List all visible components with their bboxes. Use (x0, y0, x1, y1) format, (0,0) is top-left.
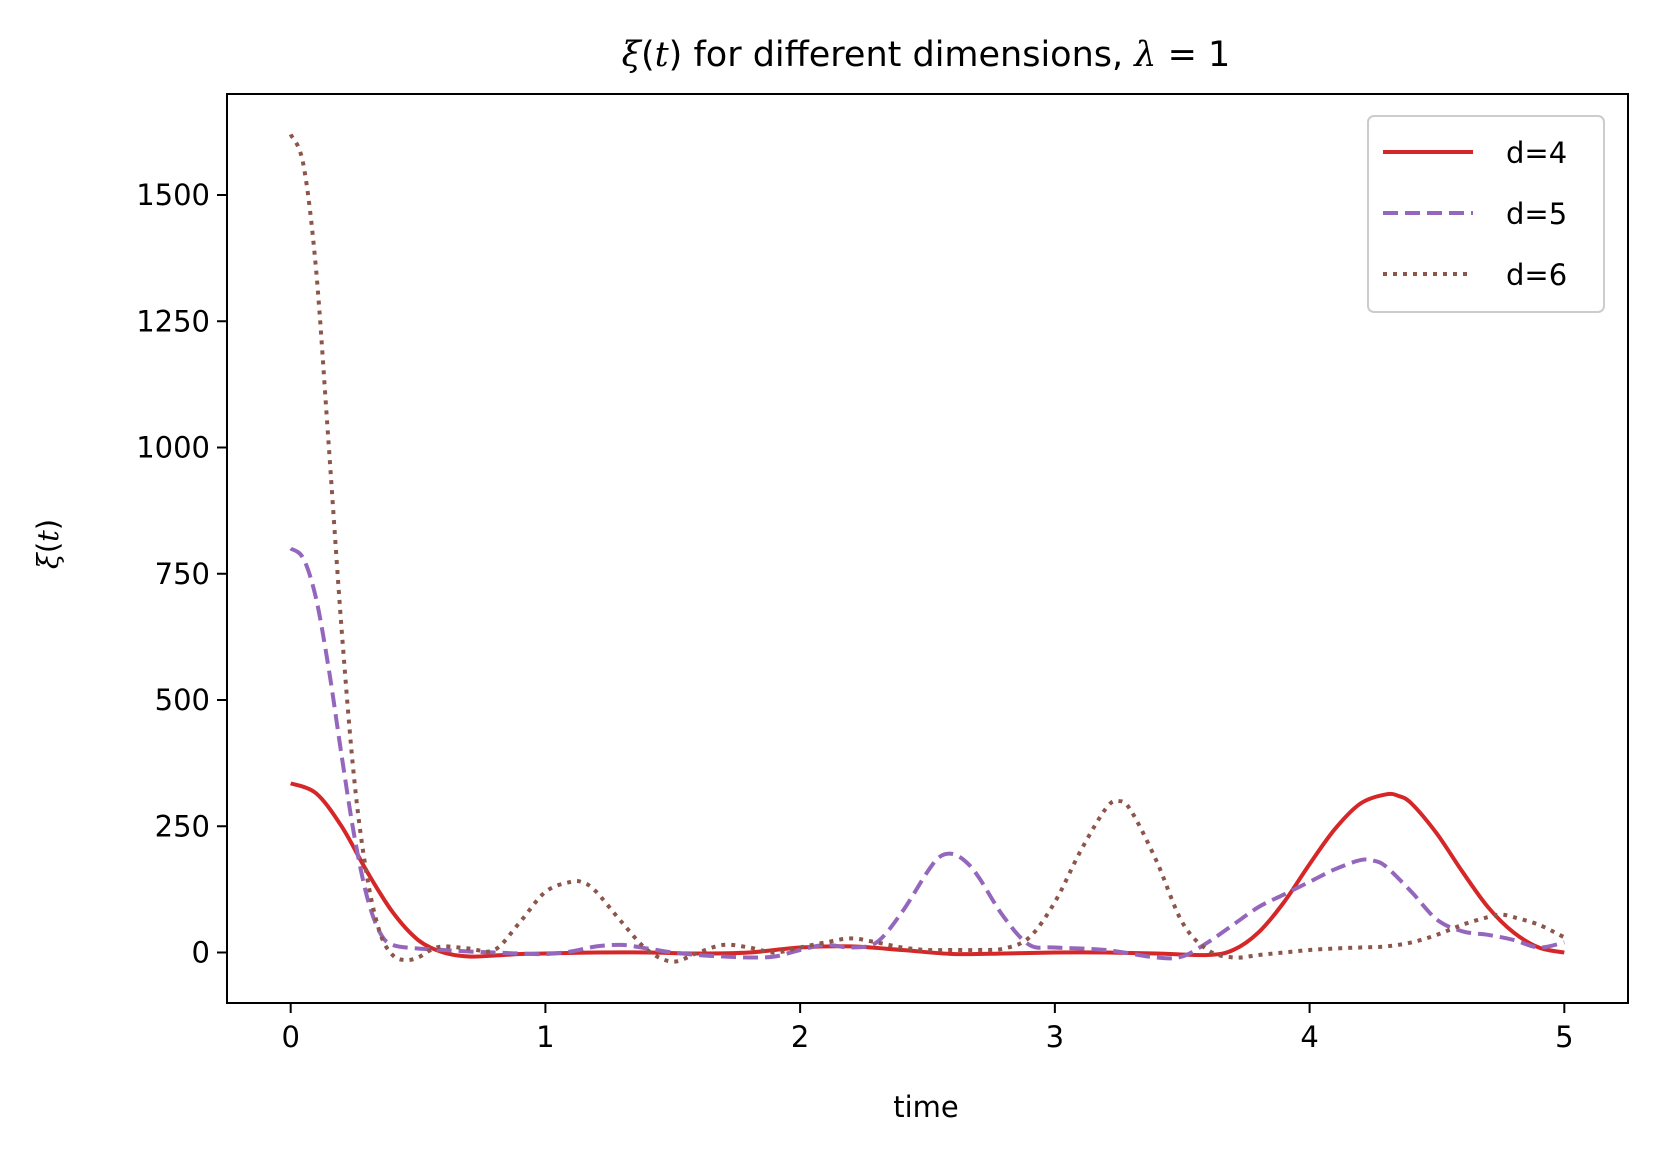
legend-box (1367, 115, 1605, 313)
y-tick-label-1250: 1250 (136, 304, 210, 338)
series-line-d5 (289, 546, 1565, 961)
y-label-paren-open: ( (31, 542, 65, 553)
title-math-arg: t (655, 35, 670, 75)
title-lambda: λ (1132, 35, 1156, 75)
legend-label-d4: d=4 (1506, 136, 1567, 170)
x-axis-label: time (893, 1090, 959, 1124)
series-line-d4 (289, 781, 1565, 959)
title-lambda-value: = 1 (1156, 35, 1230, 75)
chart-title: ξ(t) for different dimensions, λ = 1 (622, 35, 1231, 75)
y-tick-label-0: 0 (192, 936, 210, 970)
y-tick-label-250: 250 (155, 809, 210, 843)
x-tick-label-5: 5 (1555, 1020, 1573, 1054)
title-text: for different dimensions, (682, 35, 1134, 75)
x-tick-label-1: 1 (536, 1020, 554, 1054)
y-tick-label-500: 500 (155, 683, 210, 717)
title-math-var: ξ (622, 35, 643, 75)
x-tick-label-4: 4 (1300, 1020, 1318, 1054)
y-axis-label: ξ(t) (31, 519, 65, 569)
legend-label-d5: d=5 (1506, 197, 1567, 231)
y-axis: 0 250 500 750 1000 1250 1500 (136, 178, 227, 970)
legend: d=4 d=5 d=6 (1367, 115, 1605, 313)
x-axis: 0 1 2 3 4 5 (281, 1003, 1574, 1054)
title-paren-close: ) (669, 35, 683, 75)
plot-frame (226, 93, 1629, 1004)
x-tick-label-0: 0 (281, 1020, 299, 1054)
y-tick-label-1000: 1000 (136, 431, 210, 465)
legend-label-d6: d=6 (1506, 258, 1567, 292)
x-tick-label-3: 3 (1046, 1020, 1064, 1054)
title-paren-open: ( (641, 35, 655, 75)
x-tick-label-2: 2 (791, 1020, 809, 1054)
plot-lines (288, 133, 1566, 964)
y-label-math-var: ξ (31, 551, 65, 569)
y-tick-label-750: 750 (155, 557, 210, 591)
y-label-math-arg: t (31, 530, 65, 542)
y-label-paren-close: ) (31, 519, 65, 530)
series-line-d6 (288, 133, 1566, 964)
y-tick-label-1500: 1500 (136, 178, 210, 212)
